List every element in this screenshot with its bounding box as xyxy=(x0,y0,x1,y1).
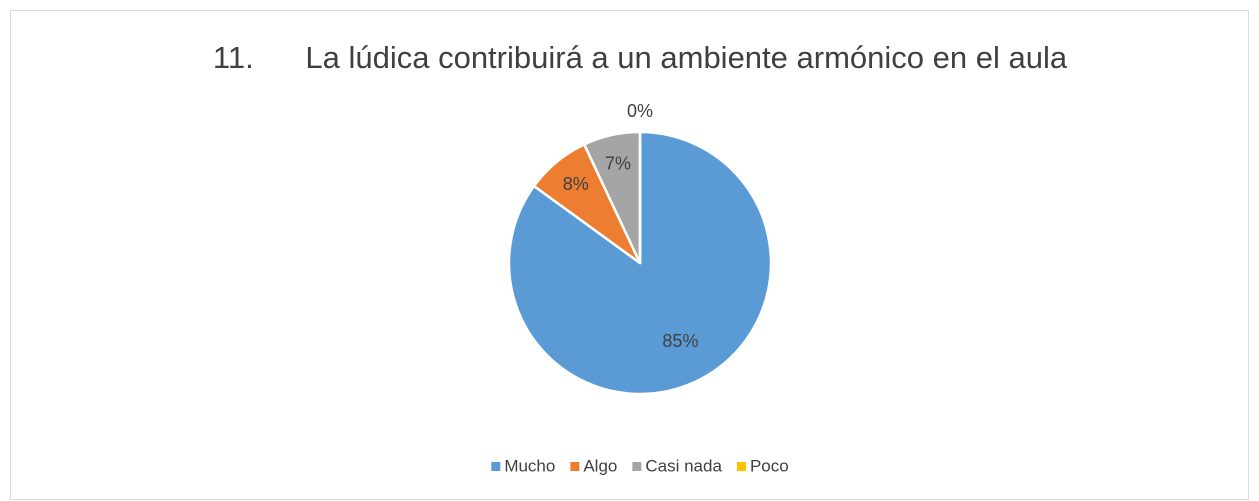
legend-swatch xyxy=(570,462,580,471)
legend-label: Mucho xyxy=(504,456,555,475)
data-labels: 85% 8% 7% 0% xyxy=(563,101,699,351)
data-label: 0% xyxy=(627,101,653,121)
chart-title: 11. La lúdica contribuirá a un ambiente … xyxy=(213,40,1068,75)
legend: Mucho Algo Casi nada Poco xyxy=(491,456,789,475)
legend-swatch xyxy=(632,462,642,471)
legend-label: Algo xyxy=(583,456,617,475)
data-label: 8% xyxy=(563,174,589,194)
pie xyxy=(507,130,773,396)
data-label: 85% xyxy=(662,331,698,351)
legend-label: Poco xyxy=(750,456,789,475)
legend-swatch xyxy=(491,462,501,471)
legend-label: Casi nada xyxy=(645,456,722,475)
legend-swatch xyxy=(736,462,746,471)
data-label: 7% xyxy=(605,153,631,173)
